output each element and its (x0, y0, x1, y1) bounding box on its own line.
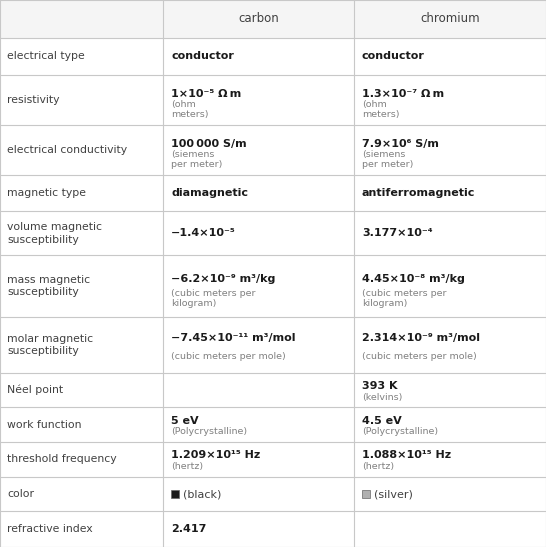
Text: 7.9×10⁶ S/m: 7.9×10⁶ S/m (362, 138, 439, 149)
Text: (ohm
meters): (ohm meters) (362, 100, 400, 119)
Text: (cubic meters per
kilogram): (cubic meters per kilogram) (171, 289, 256, 309)
Text: 1.088×10¹⁵ Hz: 1.088×10¹⁵ Hz (362, 450, 451, 460)
Text: (hertz): (hertz) (171, 462, 203, 471)
Bar (362, 490, 370, 498)
Text: 2.417: 2.417 (171, 524, 206, 534)
Text: 1.3×10⁻⁷ Ω m: 1.3×10⁻⁷ Ω m (362, 89, 444, 98)
Text: chromium: chromium (420, 13, 480, 26)
Text: 4.5 eV: 4.5 eV (362, 416, 402, 426)
Bar (171, 490, 179, 498)
Text: electrical conductivity: electrical conductivity (7, 144, 127, 155)
Text: 1.209×10¹⁵ Hz: 1.209×10¹⁵ Hz (171, 450, 260, 460)
Bar (0, 0, 546, 38)
Text: (silver): (silver) (374, 489, 413, 499)
Text: (siemens
per meter): (siemens per meter) (171, 150, 222, 170)
Text: 4.45×10⁻⁸ m³/kg: 4.45×10⁻⁸ m³/kg (362, 274, 465, 284)
Text: threshold frequency: threshold frequency (7, 455, 117, 464)
Text: Néel point: Néel point (7, 385, 63, 395)
Text: 2.314×10⁻⁹ m³/mol: 2.314×10⁻⁹ m³/mol (362, 333, 480, 344)
Text: −7.45×10⁻¹¹ m³/mol: −7.45×10⁻¹¹ m³/mol (171, 333, 295, 344)
Text: mass magnetic
susceptibility: mass magnetic susceptibility (7, 275, 90, 298)
Text: volume magnetic
susceptibility: volume magnetic susceptibility (7, 222, 102, 245)
Text: (ohm
meters): (ohm meters) (171, 100, 209, 119)
Text: work function: work function (7, 420, 81, 430)
Text: −6.2×10⁻⁹ m³/kg: −6.2×10⁻⁹ m³/kg (171, 274, 275, 284)
Text: (Polycrystalline): (Polycrystalline) (362, 427, 438, 436)
Text: diamagnetic: diamagnetic (171, 188, 248, 198)
Text: 393 K: 393 K (362, 381, 397, 391)
Text: (siemens
per meter): (siemens per meter) (362, 150, 413, 170)
Text: conductor: conductor (362, 51, 425, 61)
Text: electrical type: electrical type (7, 51, 85, 61)
Text: 5 eV: 5 eV (171, 416, 199, 426)
Text: (cubic meters per
kilogram): (cubic meters per kilogram) (362, 289, 447, 309)
Text: color: color (7, 489, 34, 499)
Text: (hertz): (hertz) (362, 462, 394, 471)
Text: antiferromagnetic: antiferromagnetic (362, 188, 476, 198)
Text: molar magnetic
susceptibility: molar magnetic susceptibility (7, 334, 93, 356)
Text: (cubic meters per mole): (cubic meters per mole) (362, 352, 477, 360)
Text: resistivity: resistivity (7, 95, 60, 104)
Text: carbon: carbon (238, 13, 279, 26)
Text: conductor: conductor (171, 51, 234, 61)
Text: (cubic meters per mole): (cubic meters per mole) (171, 352, 286, 360)
Text: 100 000 S/m: 100 000 S/m (171, 138, 247, 149)
Text: −1.4×10⁻⁵: −1.4×10⁻⁵ (171, 228, 236, 238)
Text: (Polycrystalline): (Polycrystalline) (171, 427, 247, 436)
Text: 1×10⁻⁵ Ω m: 1×10⁻⁵ Ω m (171, 89, 241, 98)
Text: refractive index: refractive index (7, 524, 93, 534)
Text: 3.177×10⁻⁴: 3.177×10⁻⁴ (362, 228, 432, 238)
Text: (black): (black) (183, 489, 221, 499)
Text: magnetic type: magnetic type (7, 188, 86, 198)
Text: (kelvins): (kelvins) (362, 393, 402, 401)
